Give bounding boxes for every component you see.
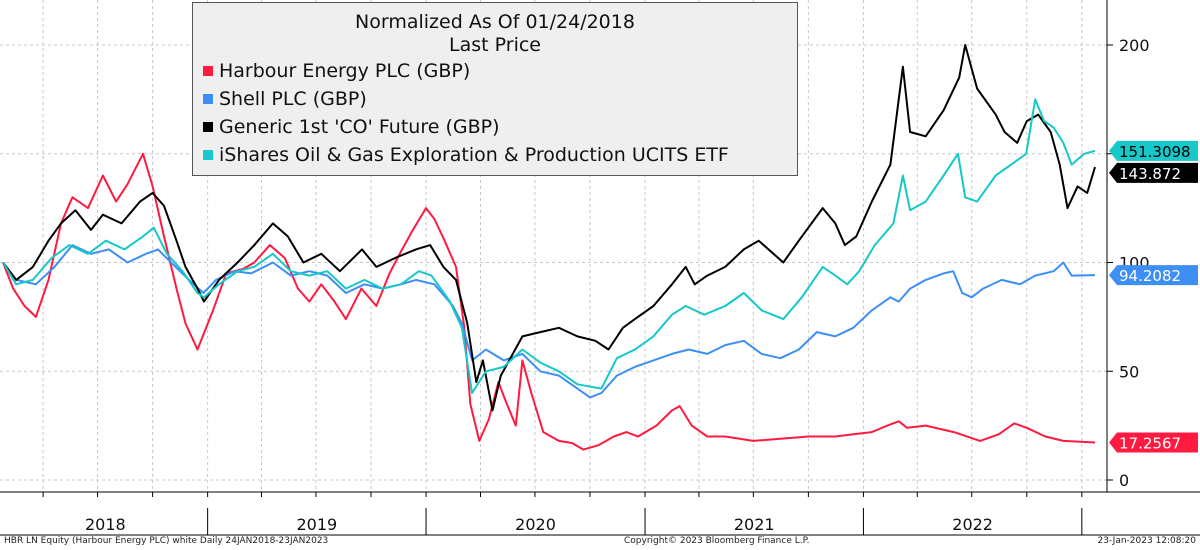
y-axis-ticks: 050100150200 [1107,36,1150,490]
last-value-labels: 151.3098 143.872 94.2082 17.2567 [1109,140,1198,453]
y-tick-label: 50 [1119,362,1139,381]
legend-label: Generic 1st 'CO' Future (GBP) [219,116,500,138]
legend-label: iShares Oil & Gas Exploration & Producti… [219,144,729,166]
last-value-label: 94.2082 [1109,265,1198,286]
legend-item-co-future: Generic 1st 'CO' Future (GBP) [193,113,797,141]
legend-label: Shell PLC (GBP) [219,88,367,110]
legend-item-shell: Shell PLC (GBP) [193,85,797,113]
footer-copyright: Copyright© 2023 Bloomberg Finance L.P. [624,536,810,546]
last-value-text: 143.872 [1119,165,1181,183]
series-line [2,152,1096,451]
legend-swatch-icon [203,150,213,160]
last-value-label: 143.872 [1109,162,1198,183]
x-tick-label: 2021 [734,515,775,534]
last-value-text: 151.3098 [1119,143,1191,161]
y-tick-label: 200 [1119,36,1150,55]
legend-item-ishares: iShares Oil & Gas Exploration & Producti… [193,141,797,169]
footer-security-info: HBR LN Equity (Harbour Energy PLC) white… [4,536,329,546]
legend-label: Harbour Energy PLC (GBP) [219,60,471,82]
chart-title: Normalized As Of 01/24/2018 [355,11,635,33]
last-value-badge [1109,140,1198,161]
last-value-badge [1109,432,1198,453]
chart-subtitle: Last Price [449,34,541,56]
legend-swatch-icon [203,66,213,76]
last-value-badge [1109,162,1198,183]
axes [0,0,1200,536]
last-value-label: 151.3098 [1109,140,1198,161]
series-line [2,98,1096,394]
footer-timestamp: 23-Jan-2023 12:08:20 [1097,536,1196,546]
x-tick-label: 2022 [952,515,993,534]
series-lines [2,44,1096,451]
x-tick-label: 2020 [515,515,556,534]
x-tick-label: 2019 [296,515,337,534]
last-value-text: 17.2567 [1119,434,1181,452]
last-value-label: 17.2567 [1109,432,1198,453]
x-tick-label: 2018 [85,515,126,534]
last-value-text: 94.2082 [1119,267,1181,285]
legend-swatch-icon [203,94,213,104]
series-line [2,244,1096,399]
legend: Normalized As Of 01/24/2018 Last Price H… [192,2,798,176]
y-tick-label: 0 [1119,471,1129,490]
legend-swatch-icon [203,122,213,132]
x-axis-ticks: 2018 2019 2020 2021 2022 [42,492,1083,535]
series-line [2,44,1096,412]
last-value-badge [1109,265,1198,286]
legend-item-harbour: Harbour Energy PLC (GBP) [193,57,797,85]
